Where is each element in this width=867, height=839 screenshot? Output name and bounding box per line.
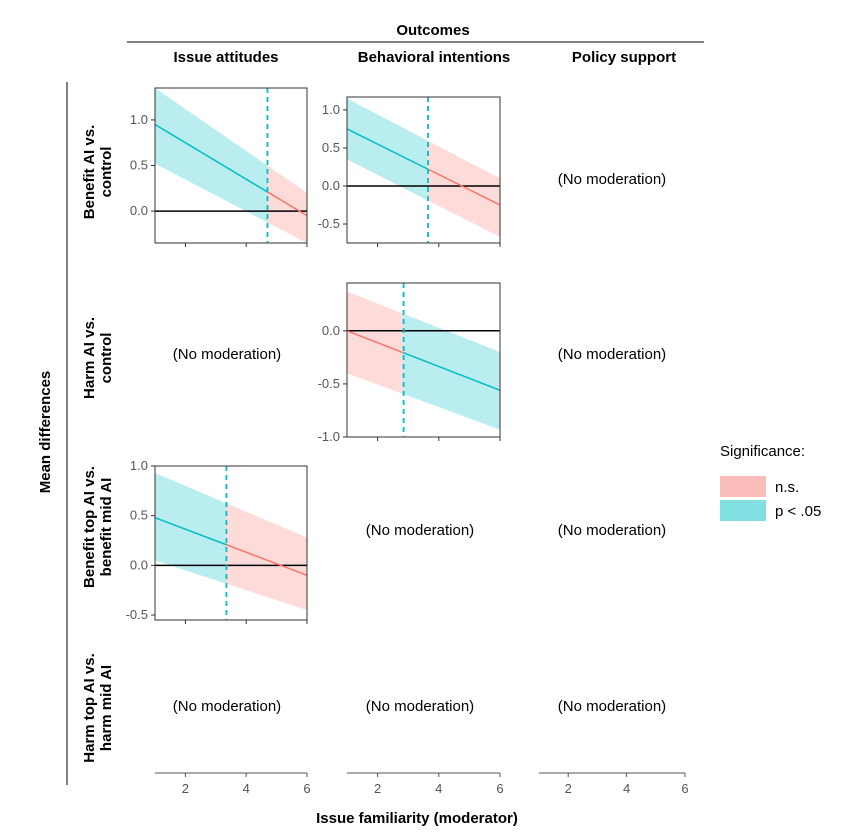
panel-r1-c1-ytick-label: -1.0 <box>318 429 340 444</box>
panel-r1-c1-estimate-line-left <box>346 330 404 354</box>
panel-r2-c0-frame <box>154 465 308 621</box>
bottom-xtick-label: 2 <box>565 781 572 796</box>
panel-r1-c1-ci-band-left <box>347 291 404 395</box>
column-header-issue-attitudes: Issue attitudes <box>173 49 278 66</box>
x-axis-label: Issue familiarity (moderator) <box>316 810 518 827</box>
panel-r2-c0-estimate-line-left <box>154 516 227 546</box>
column-header-behavioral-intentions: Behavioral intentions <box>358 49 511 66</box>
panel-r1-c1-frame <box>346 282 501 438</box>
row-label-2-line-2: benefit mid AI <box>98 478 115 577</box>
panel-r0-c1-estimate-line-right <box>427 168 501 206</box>
panel-r0-c1-estimate-line-left <box>346 128 429 170</box>
bottom-xtick-label: 4 <box>243 781 250 796</box>
panel-r2-c0-ytick-label: -0.5 <box>126 607 148 622</box>
panel-r2-c0-ytick-label: 0.5 <box>130 508 148 523</box>
column-header-policy-support: Policy support <box>572 49 676 66</box>
legend-title: Significance: <box>720 443 805 460</box>
panel-r0-c0-ci-band-left <box>155 88 268 223</box>
bottom-xtick-label: 4 <box>435 781 442 796</box>
bottom-xtick-label: 6 <box>303 781 310 796</box>
panel-r3-c0-no-moderation-label: (No moderation) <box>173 698 281 715</box>
panel-r2-c1-no-moderation-label: (No moderation) <box>366 522 474 539</box>
row-label-2-line-1: Benefit top AI vs. <box>81 466 98 588</box>
panel-r0-c1-ci-band-right <box>428 140 500 237</box>
panel-r0-c1-ytick-label: 1.0 <box>322 102 340 117</box>
panel-r0-c0-estimate-line-right <box>267 191 308 217</box>
row-label-0-line-2: control <box>98 147 115 198</box>
panel-r1-c1-estimate-line-right <box>403 352 501 391</box>
panel-r1-c0-no-moderation-label: (No moderation) <box>173 346 281 363</box>
legend-label-sig: p < .05 <box>775 503 821 520</box>
bottom-xtick-label: 4 <box>623 781 630 796</box>
panel-r1-c2-no-moderation-label: (No moderation) <box>558 346 666 363</box>
panel-r0-c0-estimate-line-left <box>154 123 268 193</box>
panel-r3-c1-no-moderation-label: (No moderation) <box>366 698 474 715</box>
panel-r0-c2-no-moderation-label: (No moderation) <box>558 171 666 188</box>
y-axis-label: Mean differences <box>37 371 54 494</box>
panel-r0-c0-ytick-label: 0.5 <box>130 158 148 173</box>
row-label-3-line-1: Harm top AI vs. <box>81 653 98 762</box>
panel-r1-c1-ytick-label: 0.0 <box>322 323 340 338</box>
panel-r2-c0-estimate-line-right <box>226 544 308 576</box>
row-label-3-line-2: harm mid AI <box>98 665 115 751</box>
panel-r0-c1-frame <box>346 96 501 244</box>
bottom-xtick-label: 2 <box>182 781 189 796</box>
panel-r2-c0-ytick-label: 1.0 <box>130 458 148 473</box>
bottom-xtick-label: 6 <box>681 781 688 796</box>
panel-r3-c2-no-moderation-label: (No moderation) <box>558 698 666 715</box>
panel-r2-c0-ytick-label: 0.0 <box>130 557 148 572</box>
row-label-1-line-1: Harm AI vs. <box>81 317 98 399</box>
row-label-0-line-1: Benefit AI vs. <box>81 125 98 219</box>
panel-r0-c1-ytick-label: 0.0 <box>322 178 340 193</box>
outcomes-title: Outcomes <box>396 22 469 39</box>
bottom-xtick-label: 2 <box>374 781 381 796</box>
panel-r0-c0-ytick-label: 0.0 <box>130 203 148 218</box>
panels-group: 0.0 0.5 1.0 -0.5 0.0 0.5 1.0 (No moderation) (No… <box>126 87 689 796</box>
legend-label-ns: n.s. <box>775 479 799 496</box>
panel-r2-c0-ci-band-right <box>226 503 307 611</box>
legend-swatch-sig <box>720 500 766 521</box>
row-label-1-line-2: control <box>98 333 115 384</box>
panel-r2-c0-ci-band-left <box>155 472 227 584</box>
bottom-xtick-label: 6 <box>496 781 503 796</box>
panel-r1-c1-ytick-label: -0.5 <box>318 376 340 391</box>
legend-swatch-ns <box>720 476 766 497</box>
panel-r2-c2-no-moderation-label: (No moderation) <box>558 522 666 539</box>
panel-r0-c1-ytick-label: 0.5 <box>322 140 340 155</box>
panel-r0-c1-ytick-label: -0.5 <box>318 216 340 231</box>
panel-r0-c0-ytick-label: 1.0 <box>130 112 148 127</box>
